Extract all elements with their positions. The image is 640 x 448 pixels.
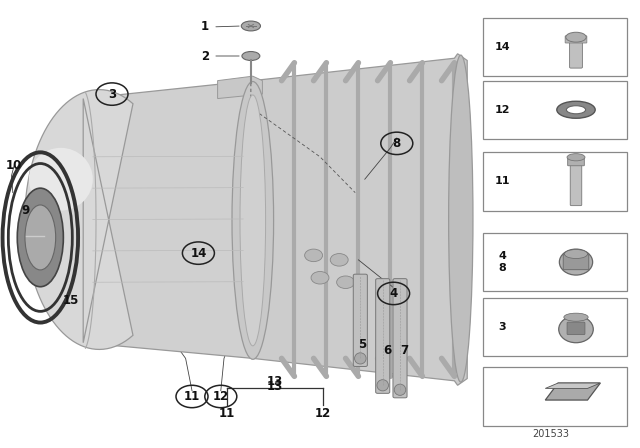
- Text: 7: 7: [401, 344, 408, 357]
- Text: 4
8: 4 8: [499, 251, 506, 273]
- Ellipse shape: [566, 32, 586, 42]
- Polygon shape: [253, 54, 467, 385]
- Ellipse shape: [394, 384, 406, 396]
- Polygon shape: [545, 383, 600, 400]
- Text: 201533: 201533: [532, 429, 569, 439]
- Circle shape: [330, 254, 348, 266]
- Text: 6: 6: [383, 344, 391, 357]
- FancyBboxPatch shape: [483, 152, 627, 211]
- Ellipse shape: [377, 380, 388, 391]
- Text: 13: 13: [267, 375, 284, 388]
- FancyBboxPatch shape: [568, 158, 584, 166]
- Text: 2: 2: [201, 49, 209, 63]
- Text: 15: 15: [62, 293, 79, 307]
- Text: 3: 3: [499, 322, 506, 332]
- FancyBboxPatch shape: [565, 36, 587, 43]
- Text: 14: 14: [190, 246, 207, 260]
- FancyBboxPatch shape: [483, 298, 627, 356]
- Ellipse shape: [29, 148, 93, 211]
- Text: 12: 12: [495, 105, 510, 115]
- Ellipse shape: [559, 249, 593, 275]
- Text: 1: 1: [201, 20, 209, 34]
- Text: 10: 10: [6, 159, 22, 172]
- Ellipse shape: [241, 21, 260, 31]
- FancyBboxPatch shape: [393, 279, 407, 398]
- FancyBboxPatch shape: [376, 279, 390, 393]
- Ellipse shape: [564, 313, 588, 321]
- Ellipse shape: [17, 188, 63, 287]
- Ellipse shape: [557, 101, 595, 118]
- Polygon shape: [25, 90, 133, 349]
- FancyBboxPatch shape: [570, 164, 582, 206]
- Text: 5: 5: [358, 338, 366, 352]
- Text: 14: 14: [495, 42, 510, 52]
- FancyBboxPatch shape: [570, 42, 582, 68]
- FancyBboxPatch shape: [483, 81, 627, 139]
- Ellipse shape: [232, 82, 274, 359]
- Text: 13: 13: [267, 379, 284, 393]
- Polygon shape: [218, 76, 262, 99]
- Text: 12: 12: [212, 390, 229, 403]
- Ellipse shape: [355, 353, 366, 364]
- Ellipse shape: [566, 106, 586, 114]
- Ellipse shape: [25, 205, 56, 270]
- Text: 3: 3: [108, 87, 116, 101]
- Circle shape: [305, 249, 323, 262]
- Text: 12: 12: [315, 406, 332, 420]
- Ellipse shape: [567, 154, 585, 161]
- FancyBboxPatch shape: [483, 18, 627, 76]
- FancyBboxPatch shape: [483, 233, 627, 291]
- Ellipse shape: [240, 95, 266, 346]
- Text: 11: 11: [184, 390, 200, 403]
- Polygon shape: [83, 81, 253, 358]
- Ellipse shape: [564, 250, 588, 258]
- Ellipse shape: [559, 316, 593, 343]
- FancyBboxPatch shape: [353, 274, 367, 366]
- Ellipse shape: [449, 55, 473, 382]
- Text: 11: 11: [219, 406, 236, 420]
- Text: 4: 4: [390, 287, 397, 300]
- Text: 8: 8: [393, 137, 401, 150]
- FancyBboxPatch shape: [567, 322, 585, 335]
- Polygon shape: [545, 383, 600, 388]
- Text: 9: 9: [22, 204, 29, 217]
- FancyBboxPatch shape: [483, 367, 627, 426]
- Circle shape: [337, 276, 355, 289]
- Circle shape: [311, 271, 329, 284]
- Text: 11: 11: [495, 177, 510, 186]
- FancyBboxPatch shape: [563, 254, 589, 270]
- Ellipse shape: [242, 52, 260, 60]
